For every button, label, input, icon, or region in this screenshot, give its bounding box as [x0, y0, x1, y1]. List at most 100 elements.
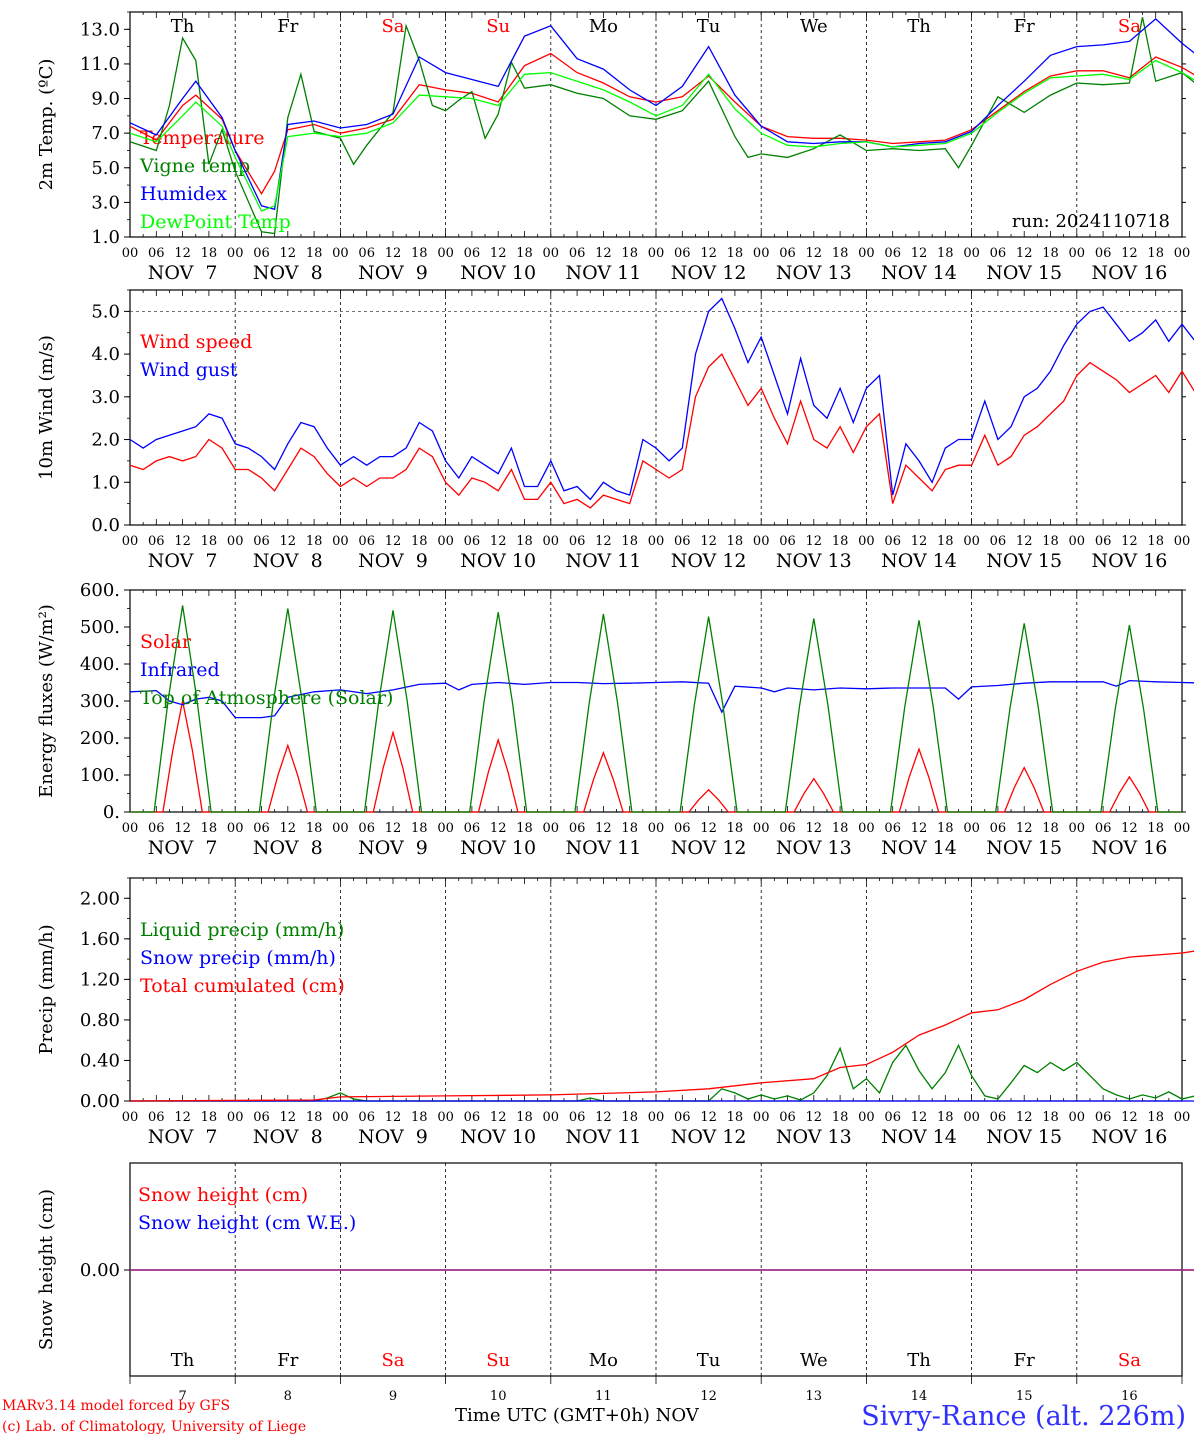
- y-tick-label: 500.: [80, 617, 120, 638]
- hour-tick-label: 18: [201, 534, 218, 549]
- weekday-label: Tu: [697, 1350, 721, 1371]
- day-label: NOV 13: [776, 1126, 852, 1148]
- hour-tick-label: 00: [963, 534, 980, 549]
- y-tick-label: 0.: [103, 802, 120, 823]
- hour-tick-label: 12: [911, 1110, 928, 1125]
- hour-tick-label: 12: [280, 1110, 297, 1125]
- hour-tick-label: 06: [884, 246, 901, 261]
- hour-tick-label: 00: [227, 534, 244, 549]
- hour-tick-label: 06: [148, 534, 165, 549]
- day-label: NOV 11: [565, 1126, 641, 1148]
- hour-tick-label: 06: [779, 821, 796, 836]
- hour-tick-label: 00: [227, 821, 244, 836]
- y-tick-label: 4.0: [91, 344, 120, 365]
- hour-tick-label: 00: [227, 246, 244, 261]
- hour-tick-label: 00: [753, 1110, 770, 1125]
- hour-tick-label: 06: [779, 1110, 796, 1125]
- day-label: NOV 11: [565, 837, 641, 859]
- hour-tick-label: 06: [148, 246, 165, 261]
- weekday-label: Sa: [381, 1350, 404, 1371]
- hour-tick-label: 18: [1147, 246, 1164, 261]
- hour-tick-label: 12: [385, 246, 402, 261]
- hour-tick-label: 06: [464, 246, 481, 261]
- hour-tick-label: 06: [358, 1110, 375, 1125]
- hour-tick-label: 12: [595, 1110, 612, 1125]
- hour-tick-label: 12: [174, 1110, 191, 1125]
- y-tick-label: 300.: [80, 691, 120, 712]
- y-tick-label: 0.00: [80, 1091, 120, 1112]
- y-tick-label: 9.0: [91, 89, 120, 110]
- day-label: NOV 15: [986, 550, 1062, 572]
- legend-entry: Snow height (cm): [138, 1184, 308, 1206]
- y-tick-label: 11.0: [80, 54, 120, 75]
- hour-tick-label: 12: [385, 534, 402, 549]
- day-number-label: 9: [389, 1389, 397, 1404]
- series-line-temperature: [129, 52, 1194, 195]
- weekday-label: Su: [486, 1350, 510, 1371]
- hour-tick-label: 06: [253, 246, 270, 261]
- hour-tick-label: 06: [884, 1110, 901, 1125]
- hour-tick-label: 06: [253, 534, 270, 549]
- hour-tick-label: 12: [700, 821, 717, 836]
- hour-tick-label: 12: [700, 246, 717, 261]
- legend-entry: DewPoint Temp: [140, 211, 291, 233]
- hour-tick-label: 12: [595, 246, 612, 261]
- hour-tick-label: 00: [122, 821, 139, 836]
- hour-tick-label: 00: [227, 1110, 244, 1125]
- hour-tick-label: 06: [1095, 821, 1112, 836]
- day-label: NOV 7: [148, 837, 218, 859]
- hour-tick-label: 18: [306, 821, 323, 836]
- y-axis-title: 2m Temp. (ºC): [36, 59, 57, 191]
- hour-tick-label: 12: [385, 821, 402, 836]
- hour-tick-label: 00: [1174, 534, 1191, 549]
- hour-tick-label: 18: [1147, 534, 1164, 549]
- weekday-label: Fr: [1014, 16, 1035, 37]
- hour-tick-label: 18: [306, 534, 323, 549]
- hour-tick-label: 06: [148, 821, 165, 836]
- hour-tick-label: 12: [911, 246, 928, 261]
- legend-entry: Infrared: [140, 659, 220, 681]
- day-label: NOV 12: [671, 262, 747, 284]
- day-label: NOV 10: [460, 837, 536, 859]
- day-label: NOV 16: [1091, 1126, 1167, 1148]
- series-line-top-of-atmosphere-solar-: [130, 605, 1182, 813]
- day-number-label: 14: [911, 1389, 928, 1404]
- hour-tick-label: 00: [1174, 1110, 1191, 1125]
- day-label: NOV 14: [881, 837, 957, 859]
- hour-tick-label: 12: [595, 534, 612, 549]
- hour-tick-label: 00: [543, 1110, 560, 1125]
- series-line-total-cumulated-cm-: [129, 950, 1194, 1102]
- day-number-label: 15: [1016, 1389, 1033, 1404]
- hour-tick-label: 06: [674, 1110, 691, 1125]
- hour-tick-label: 12: [1016, 246, 1033, 261]
- hour-tick-label: 12: [911, 821, 928, 836]
- day-label: NOV 12: [671, 837, 747, 859]
- run-label: run: 2024110718: [1012, 211, 1170, 232]
- y-tick-label: 100.: [80, 765, 120, 786]
- day-label: NOV 10: [460, 550, 536, 572]
- hour-tick-label: 06: [884, 821, 901, 836]
- day-label: NOV 15: [986, 262, 1062, 284]
- hour-tick-label: 06: [464, 821, 481, 836]
- hour-tick-label: 18: [516, 246, 533, 261]
- hour-tick-label: 00: [122, 246, 139, 261]
- day-number-label: 16: [1121, 1389, 1138, 1404]
- hour-tick-label: 12: [1121, 821, 1138, 836]
- y-axis-title: Precip (mm/h): [36, 924, 57, 1054]
- day-label: NOV 14: [881, 262, 957, 284]
- day-label: NOV 8: [253, 550, 323, 572]
- hour-tick-label: 18: [516, 821, 533, 836]
- y-tick-label: 2.00: [80, 888, 120, 909]
- hour-tick-label: 06: [1095, 1110, 1112, 1125]
- series-line-wind-speed: [129, 353, 1194, 509]
- series-line-dewpoint-temp: [129, 59, 1194, 212]
- y-tick-label: 600.: [80, 580, 120, 601]
- hour-tick-label: 12: [1016, 534, 1033, 549]
- day-number-label: 7: [178, 1389, 186, 1404]
- station-name: Sivry-Rance (alt. 226m): [861, 1401, 1186, 1432]
- hour-tick-label: 00: [332, 246, 349, 261]
- hour-tick-label: 18: [727, 821, 744, 836]
- hour-tick-label: 00: [1069, 1110, 1086, 1125]
- hour-tick-label: 12: [595, 821, 612, 836]
- hour-tick-label: 18: [306, 246, 323, 261]
